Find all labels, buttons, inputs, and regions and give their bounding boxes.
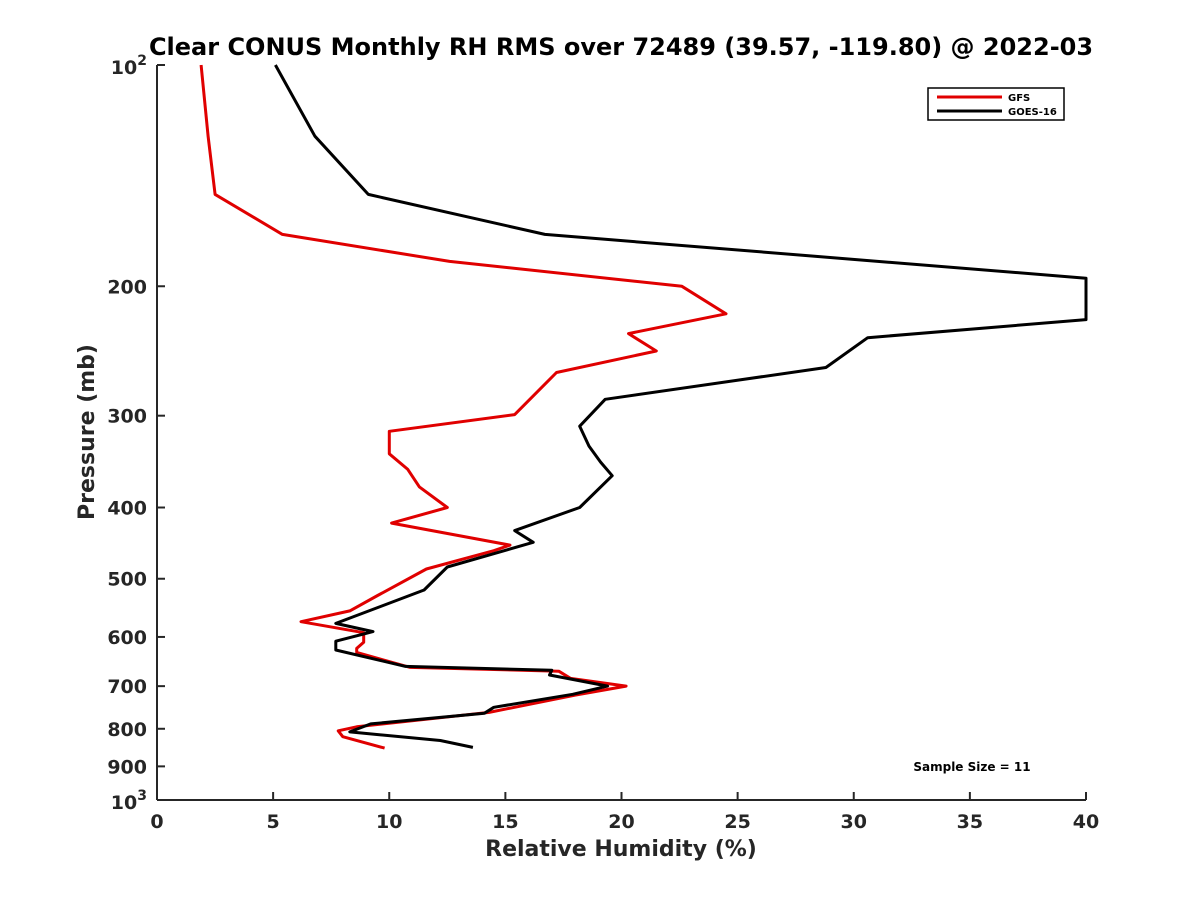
y-tick-label: 400 <box>107 498 147 520</box>
y-tick-label-bottom: 103 <box>111 788 147 814</box>
y-tick-label: 200 <box>107 276 147 298</box>
x-tick-label: 0 <box>150 811 163 833</box>
chart-title: Clear CONUS Monthly RH RMS over 72489 (3… <box>149 33 1093 61</box>
x-axis-label: Relative Humidity (%) <box>485 837 757 862</box>
y-tick-label-top-exponent: 2 <box>137 53 147 69</box>
y-tick-label: 600 <box>107 627 147 649</box>
x-tick-label: 20 <box>608 811 634 833</box>
y-tick-label: 700 <box>107 676 147 698</box>
legend-entries: GFS GOES-16 <box>937 93 1057 118</box>
x-tick-label: 15 <box>492 811 518 833</box>
y-tick-label-top: 102 <box>111 53 147 79</box>
x-tick-label: 5 <box>267 811 280 833</box>
legend: GFS GOES-16 <box>927 87 1065 121</box>
y-tick-label-bottom-exponent: 3 <box>137 788 147 804</box>
x-tick-label: 30 <box>841 811 867 833</box>
sample-size-annotation: Sample Size = 11 <box>913 760 1030 774</box>
y-tick-label: 800 <box>107 719 147 741</box>
legend-label-gfs: GFS <box>1008 93 1030 104</box>
legend-box <box>927 87 1065 121</box>
x-tick-label: 10 <box>376 811 402 833</box>
series-line-goes-16 <box>274 64 1088 749</box>
x-tick-label: 35 <box>957 811 983 833</box>
y-axis-label: Pressure (mb) <box>75 344 100 520</box>
legend-label-goes-16: GOES-16 <box>1008 107 1057 118</box>
y-tick-label-top-base: 10 <box>111 57 137 79</box>
y-tick-label: 500 <box>107 569 147 591</box>
x-tick-label: 25 <box>724 811 750 833</box>
y-tick-label-bottom-base: 10 <box>111 792 137 814</box>
plot-area: 0 5 10 15 20 25 30 35 40 200 300 400 500 600 700 800 90… <box>107 53 1099 833</box>
series-line-gfs <box>199 64 728 750</box>
x-ticks: 0 5 10 15 20 25 30 35 40 <box>150 792 1099 833</box>
series-group <box>199 64 1088 750</box>
x-tick-label: 40 <box>1073 811 1099 833</box>
y-tick-label: 900 <box>107 756 147 778</box>
y-tick-label: 300 <box>107 406 147 428</box>
